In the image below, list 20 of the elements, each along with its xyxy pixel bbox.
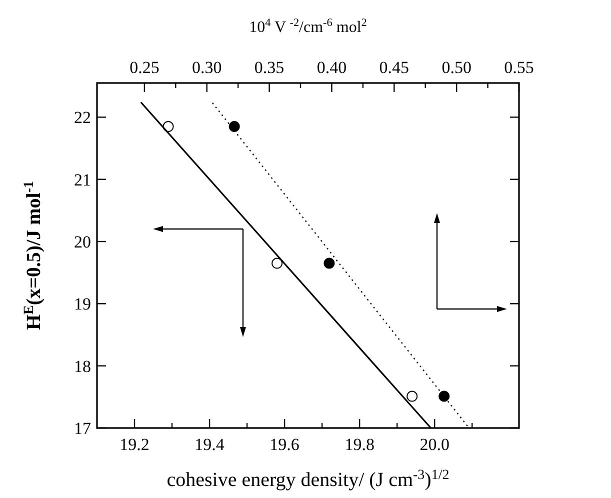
x2-tick-label: 0.30 <box>192 58 222 77</box>
x-tick-label: 20.0 <box>420 435 450 454</box>
x2-tick-label: 0.35 <box>254 58 284 77</box>
y-tick-label: 20 <box>74 232 91 252</box>
x-axis-title: cohesive energy density/ (J cm$^{-3}$)$^{1/2}$ <box>166 468 450 491</box>
x2-tick-label: 0.40 <box>316 58 347 77</box>
y-tick-label: 22 <box>74 108 91 128</box>
x-tick-label: 19.6 <box>270 435 300 454</box>
y-tick-label: 17 <box>74 419 92 438</box>
x2-tick-label: 0.45 <box>379 58 410 77</box>
x-tick-label: 19.2 <box>120 435 150 454</box>
y-tick-label: 19 <box>74 294 91 314</box>
y-tick-label: 18 <box>74 356 91 376</box>
y-tick-label: 21 <box>74 170 91 190</box>
x2-tick-label: 0.50 <box>442 58 472 77</box>
x2-tick-label: 0.55 <box>504 58 534 77</box>
x-tick-label: 19.8 <box>344 435 374 454</box>
x2-axis-title: 10$^{4}$ V $^{-2}$/cm$^{-6}$ mol$^{2}$ <box>249 17 367 36</box>
x-tick-label: 19.4 <box>194 435 225 454</box>
x2-tick-label: 0.25 <box>130 58 160 77</box>
